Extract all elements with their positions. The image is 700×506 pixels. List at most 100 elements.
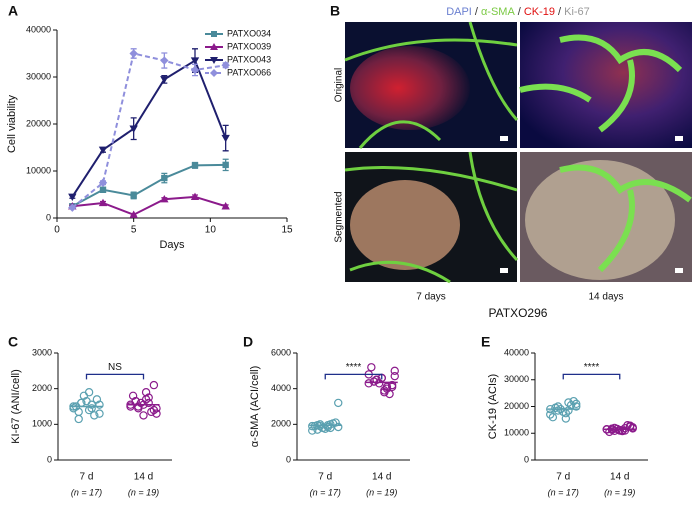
legend-marker <box>210 57 218 64</box>
panel-letter: D <box>243 334 253 350</box>
data-point <box>141 388 151 397</box>
y-tick-label: 30000 <box>26 71 51 81</box>
marker <box>190 57 200 65</box>
legend-label: PATXO043 <box>227 54 271 64</box>
significance-bracket <box>324 373 383 380</box>
data-point <box>380 388 389 397</box>
stain-name: Ki-67 <box>564 6 590 18</box>
caption: PATXO296 <box>489 306 548 320</box>
data-point <box>87 400 96 409</box>
data-point <box>618 426 627 435</box>
marker <box>160 195 169 203</box>
data-point <box>548 413 558 422</box>
marker <box>99 186 107 193</box>
y-axis-label: α-SMA (ACI/cell) <box>249 366 261 448</box>
scale-bar <box>675 268 683 273</box>
data-point <box>84 388 94 397</box>
marker <box>191 162 199 169</box>
y-tick-label: 20000 <box>26 118 51 128</box>
data-point <box>546 410 555 419</box>
panel-letter: C <box>8 334 18 350</box>
series-line <box>71 59 227 198</box>
y-tick-label: 10000 <box>504 428 529 438</box>
x-tick-label: 0 <box>54 225 60 236</box>
stain-title: DAPI / α-SMA / CK-19/Ki-67 <box>446 6 590 18</box>
y-tick-label: 2000 <box>32 383 52 393</box>
data-point <box>136 398 146 408</box>
significance-bracket <box>85 373 145 380</box>
category-note: (n = 17) <box>71 487 102 497</box>
data-point <box>369 377 379 386</box>
x-tick-label: 15 <box>281 225 293 236</box>
data-point <box>390 371 399 381</box>
y-tick-label: 4000 <box>271 383 291 393</box>
significance-label: **** <box>346 362 362 373</box>
data-point <box>564 398 573 407</box>
data-point <box>69 404 78 413</box>
x-tick-label: 10 <box>205 225 217 236</box>
y-tick-label: 0 <box>46 212 51 222</box>
legend-marker <box>210 43 218 50</box>
stain-name: CK-19 <box>524 6 555 18</box>
legend-label: PATXO039 <box>227 41 271 51</box>
x-tick-label: 14 d <box>610 472 629 483</box>
data-point <box>553 406 563 415</box>
category-note: (n = 17) <box>548 487 579 497</box>
y-tick-label: 6000 <box>271 347 291 357</box>
marker <box>221 202 230 210</box>
row-label: Segmented <box>334 191 345 242</box>
data-point <box>387 382 397 392</box>
y-tick-label: 0 <box>286 454 291 464</box>
panel-letter: E <box>481 334 490 350</box>
separator: / <box>475 6 479 18</box>
data-point <box>620 423 630 433</box>
series-line <box>71 52 226 209</box>
row-label: Original <box>334 68 345 102</box>
y-tick-label: 40000 <box>504 347 529 357</box>
y-tick-label: 30000 <box>504 374 529 384</box>
x-tick-label: 7 d <box>80 472 94 483</box>
data-point <box>95 409 104 418</box>
data-point <box>390 366 399 376</box>
y-tick-label: 0 <box>524 454 529 464</box>
legend-marker <box>210 69 218 77</box>
panel-letter: A <box>8 3 18 19</box>
marker <box>98 198 108 207</box>
stain-name: α-SMA <box>481 6 516 18</box>
legend-marker <box>211 31 217 37</box>
data-point <box>572 399 581 409</box>
marker <box>68 203 77 212</box>
data-point <box>74 414 83 424</box>
marker <box>130 192 137 199</box>
image-blob <box>350 46 470 130</box>
scale-bar <box>675 136 683 141</box>
y-axis-label: Cell viability <box>6 94 18 153</box>
significance-label: NS <box>108 362 122 373</box>
y-tick-label: 1000 <box>32 419 52 429</box>
image-grid <box>344 21 692 284</box>
category-note: (n = 19) <box>128 487 159 497</box>
y-tick-label: 10000 <box>26 165 51 175</box>
x-tick-label: 7 d <box>318 472 332 483</box>
data-point <box>90 411 99 420</box>
image-blob <box>525 160 675 280</box>
data-point <box>615 426 624 435</box>
legend-label: PATXO066 <box>227 67 271 77</box>
image-fiber <box>519 34 683 133</box>
x-tick-label: 7 d <box>556 472 570 483</box>
separator: / <box>558 6 562 18</box>
data-point <box>147 407 156 417</box>
column-label: 14 days <box>588 292 623 303</box>
marker <box>98 178 108 187</box>
data-point <box>561 414 571 423</box>
data-point <box>385 389 394 399</box>
significance-label: **** <box>584 362 600 373</box>
image-blob <box>350 180 460 270</box>
data-point <box>144 393 153 402</box>
marker <box>190 65 200 75</box>
marker <box>222 161 229 169</box>
scale-bar <box>500 136 508 141</box>
y-tick-label: 3000 <box>32 347 52 357</box>
data-point <box>149 380 159 390</box>
